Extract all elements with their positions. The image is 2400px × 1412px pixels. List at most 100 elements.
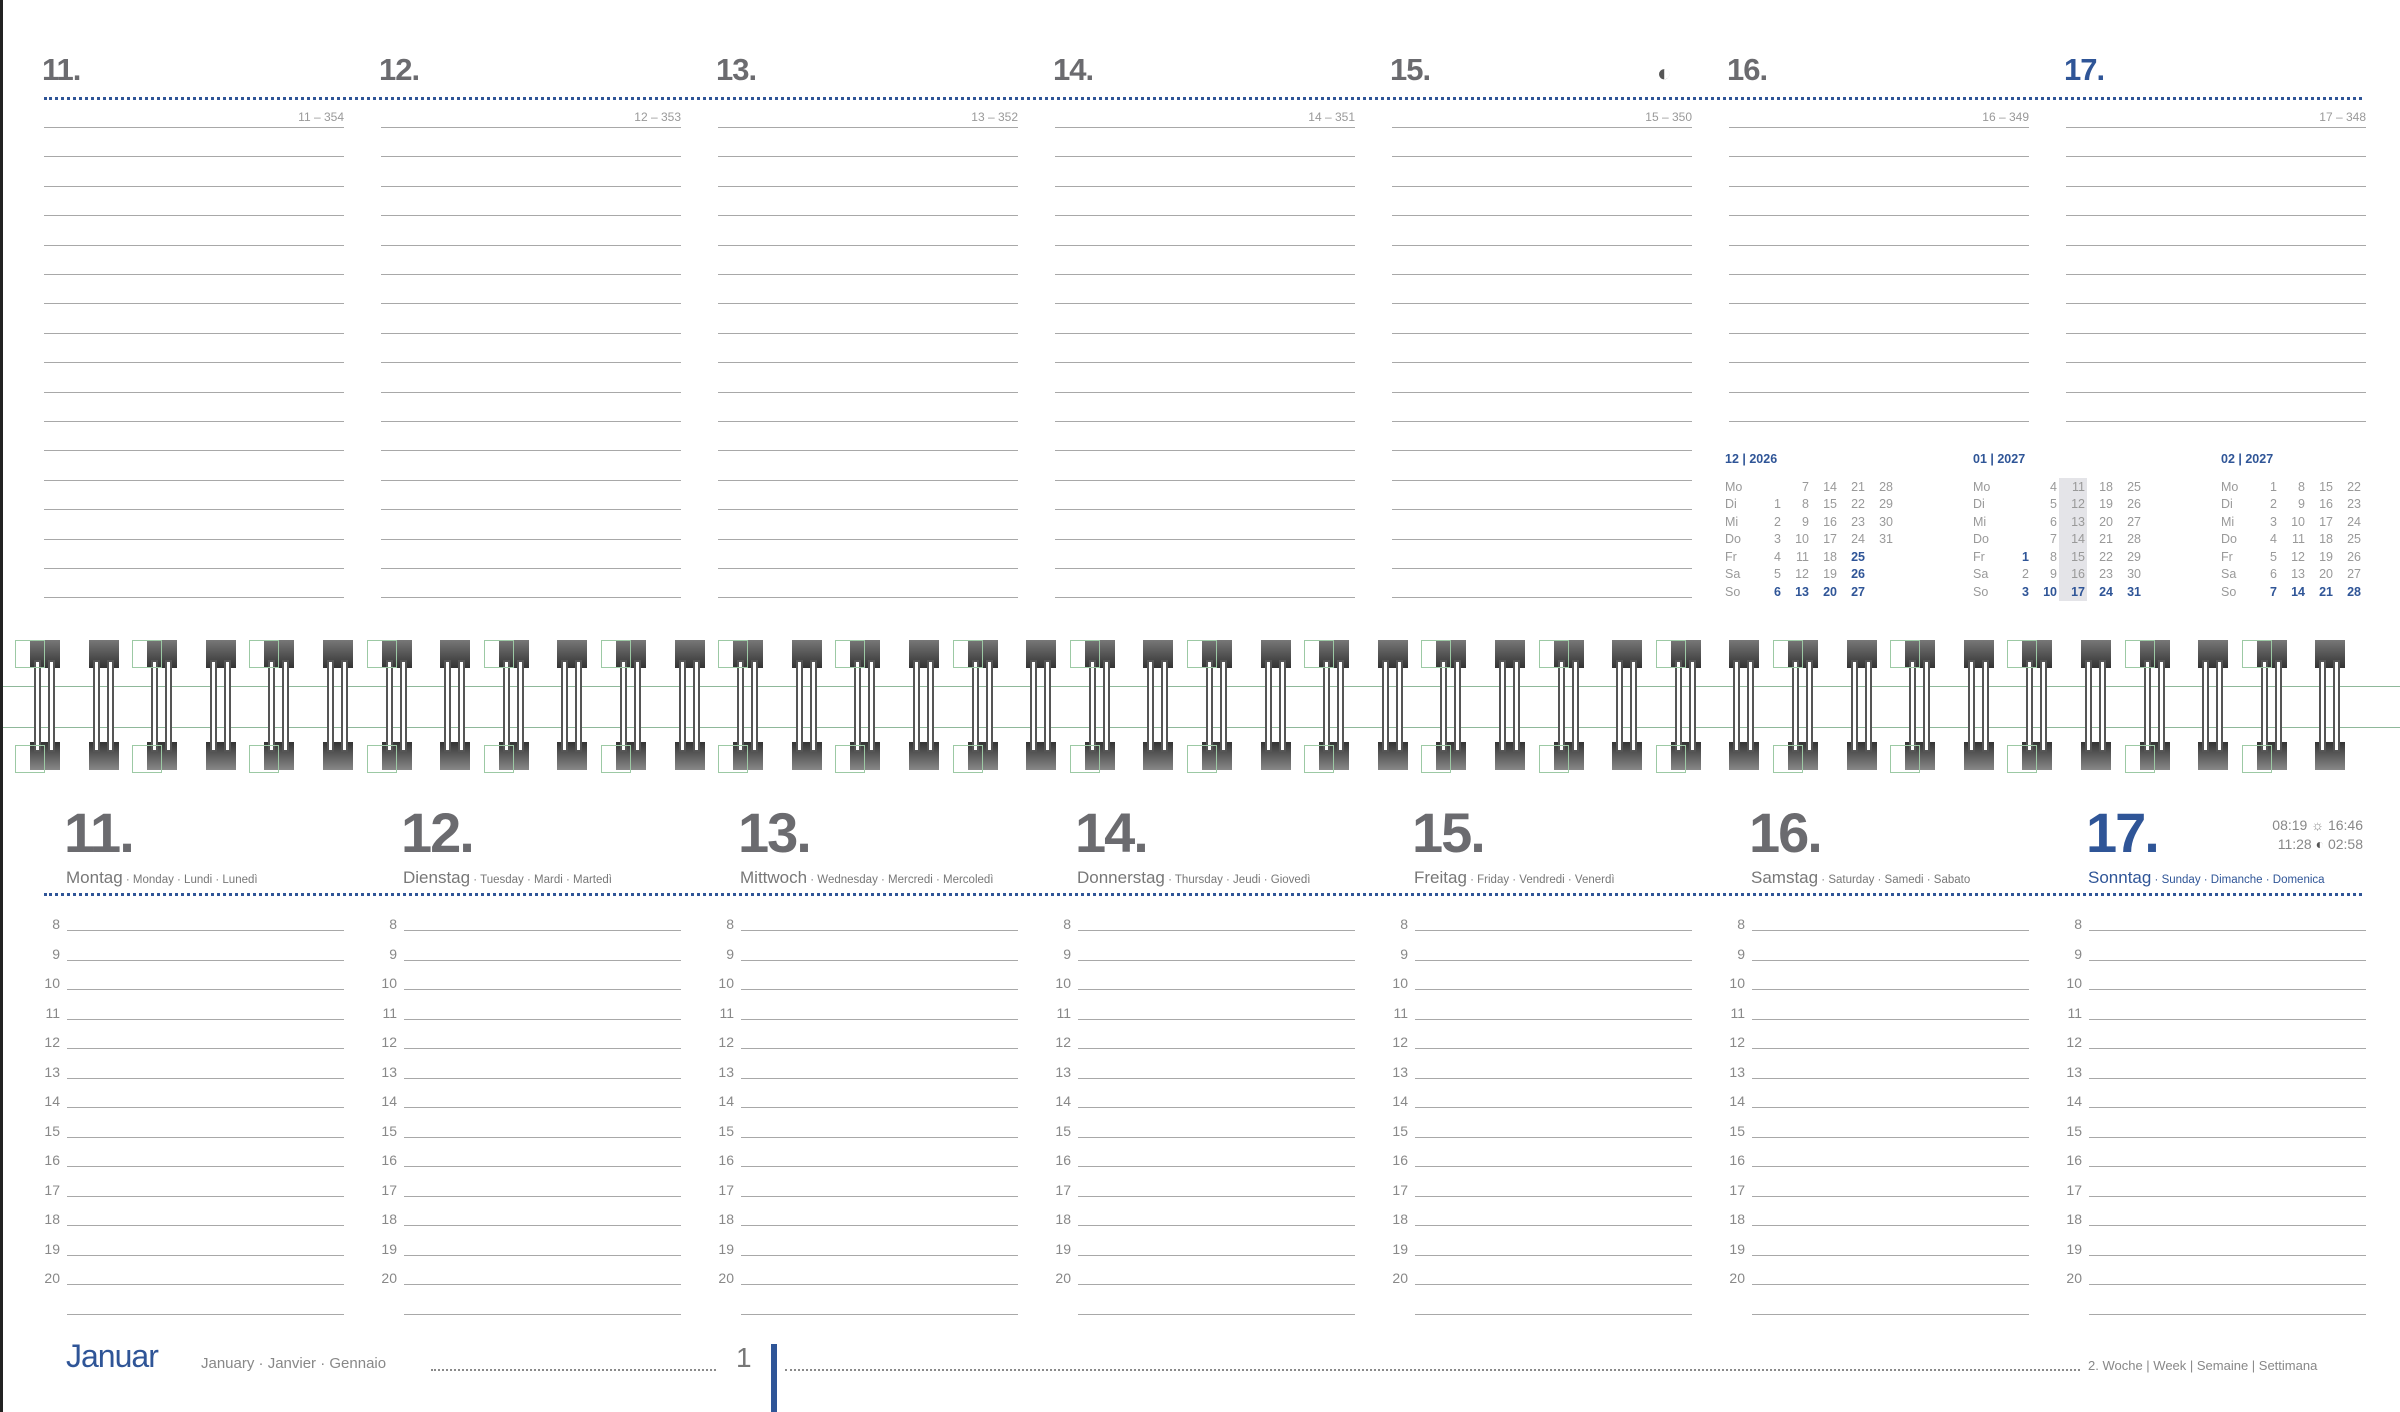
calendar-date: 7 [1802, 479, 1809, 494]
hole-marker [952, 745, 983, 773]
calendar-row: Mi 6 13 20 27 [1973, 513, 2143, 531]
calendar-date: 21 [2319, 584, 2333, 599]
calendar-row: Mi 2 9 16 23 30 [1725, 513, 1895, 531]
writing-line [1729, 391, 2029, 393]
hour-label: 18 [44, 1211, 60, 1227]
hole-marker [15, 640, 45, 668]
hole-marker [1655, 745, 1686, 773]
calendar-date [1867, 548, 1895, 566]
hour-line [1752, 989, 2029, 990]
day-number: 14. [1075, 801, 1149, 864]
calendar-date: 18 [1823, 549, 1837, 564]
hour-line [404, 1225, 681, 1226]
hour-line [1415, 1225, 1692, 1226]
calendar-date: 4 [2270, 532, 2277, 547]
hour-line [404, 1048, 681, 1049]
hour-line [404, 989, 681, 990]
calendar-date [2003, 531, 2031, 549]
writing-line [1392, 391, 1692, 393]
hour-label: 12 [1392, 1034, 1408, 1050]
writing-line [381, 479, 681, 481]
calendar-date: 3 [2270, 514, 2277, 529]
hour-line [2089, 1077, 2366, 1079]
month-number: 1 [736, 1342, 752, 1373]
hour-line [67, 1284, 344, 1285]
day-number: 16. [1727, 52, 1768, 87]
hour-line [2089, 1107, 2366, 1108]
calendar-date: 20 [2099, 514, 2113, 529]
weekday-translations: · Tuesday · Mardi · Martedì [470, 874, 612, 886]
hour-line [1078, 1018, 1355, 1020]
hour-line [1078, 1136, 1355, 1138]
writing-line [2066, 244, 2366, 246]
sun-moon-times: 08:19 ☼ 16:46 11:28 ◐ 02:58 [2238, 816, 2363, 854]
calendar-date: 30 [1879, 514, 1893, 529]
spiral-ring [674, 640, 705, 770]
hour-line [741, 1077, 1018, 1079]
spiral-ring [557, 640, 588, 770]
hour-label: 20 [718, 1270, 734, 1286]
spiral-ring [1788, 640, 1818, 770]
weekday-label: Di [1973, 497, 1985, 512]
calendar-date: 24 [2347, 514, 2361, 529]
weekday-label: Mi [1725, 514, 1739, 529]
writing-line [381, 127, 681, 128]
writing-line [1392, 215, 1692, 217]
writing-line [1055, 391, 1355, 393]
hour-label: 11 [45, 1004, 60, 1021]
hour-line [1752, 1018, 2029, 1020]
weekday-label: Do [2221, 532, 2237, 547]
hour-label: 8 [2074, 916, 2082, 932]
hour-label: 9 [52, 945, 60, 962]
hour-line [1415, 1195, 1692, 1197]
writing-line [718, 332, 1018, 334]
hour-line [2089, 1136, 2366, 1138]
weekday-label: Samstag · Saturday · Samedi · Sabato [1751, 868, 1970, 888]
day-number: 14. [1053, 52, 1094, 87]
day-of-year: 11 – 354 [298, 110, 344, 124]
hour-line [1415, 1048, 1692, 1049]
hour-line [741, 1225, 1018, 1226]
writing-line [1729, 274, 2029, 275]
writing-line [44, 303, 344, 305]
calendar-date: 13 [2059, 513, 2087, 531]
mini-calendar-grid: Mo 7 14 21 28 Di 1 8 15 22 29 Mi 2 9 16 23 30 Do 3 10 17 24 31… [1725, 478, 1895, 601]
hour-label: 11 [1393, 1004, 1408, 1021]
mini-calendar-title: 02 | 2027 [2221, 452, 2274, 466]
writing-line [1729, 185, 2029, 187]
spiral-ring [967, 640, 998, 770]
spiral-ring [30, 640, 60, 770]
hour-label: 18 [2066, 1211, 2082, 1227]
spiral-ring [440, 640, 471, 770]
hour-line [404, 1254, 681, 1256]
writing-line [44, 127, 344, 128]
writing-line [1392, 156, 1692, 158]
hour-label: 12 [44, 1034, 60, 1050]
writing-line [1055, 538, 1355, 540]
writing-line [1055, 421, 1355, 422]
calendar-date: 29 [2127, 549, 2141, 564]
sunset: 16:46 [2327, 817, 2363, 833]
spiral-ring [850, 640, 881, 770]
spiral-ring [1084, 640, 1115, 770]
hour-label: 14 [1392, 1093, 1408, 1109]
spiral-ring [2022, 640, 2053, 770]
sunrise: 08:19 [2272, 817, 2308, 833]
writing-line [2066, 303, 2366, 305]
hole-marker [1890, 745, 1921, 773]
day-number: 13. [716, 52, 757, 87]
hour-line [67, 989, 344, 990]
writing-line [1392, 421, 1692, 422]
writing-line [44, 362, 344, 364]
spiral-ring [323, 640, 353, 770]
week-label: 2. Woche | Week | Semaine | Settimana [2088, 1358, 2318, 1373]
hour-line [741, 1048, 1018, 1049]
weekday-translations: · Sunday · Dimanche · Domenica [2151, 874, 2325, 886]
calendar-date: 16 [2059, 565, 2087, 583]
hour-label: 14 [1055, 1093, 1071, 1109]
spiral-ring [1202, 640, 1232, 770]
weekday-label: Montag · Monday · Lundi · Lunedì [66, 868, 258, 888]
calendar-date: 20 [1823, 584, 1837, 599]
hour-line [1415, 1136, 1692, 1138]
writing-line [718, 303, 1018, 305]
